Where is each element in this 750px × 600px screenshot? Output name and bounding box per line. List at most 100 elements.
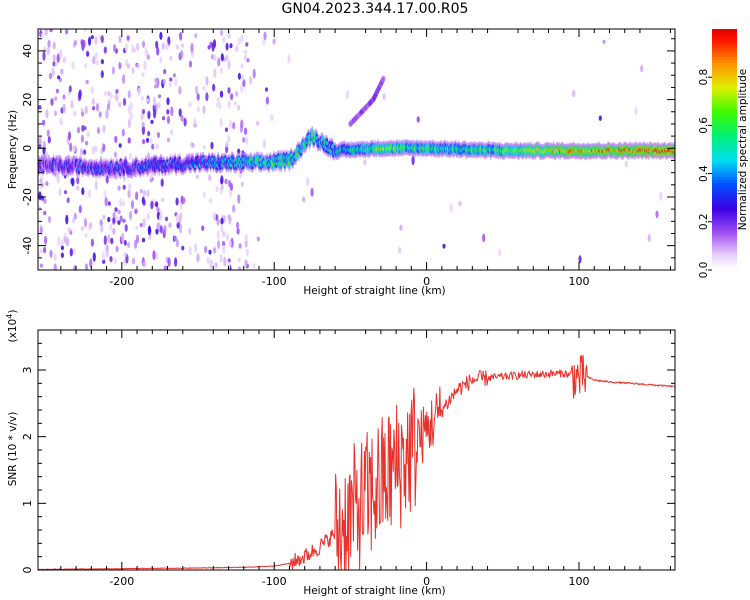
colorbar-segment [712,227,737,232]
noise-speckle [55,61,59,67]
colorbar-segment [712,209,737,214]
noise-speckle [216,218,220,226]
noise-speckle [89,222,93,229]
colorbar-segment [712,164,737,169]
noise-speckle [131,67,135,74]
noise-speckle [60,245,64,251]
noise-speckle [100,35,104,44]
colorbar-segment [712,140,737,145]
noise-speckle [153,108,157,119]
noise-speckle [624,160,628,168]
noise-speckle [227,60,231,70]
noise-speckle [113,151,117,158]
noise-speckle [188,246,192,256]
noise-speckle [218,102,222,110]
noise-speckle [131,44,135,54]
noise-speckle [83,29,87,32]
noise-speckle [306,177,310,187]
noise-speckle [147,130,151,137]
noise-speckle [158,214,163,221]
noise-speckle [175,44,179,50]
noise-speckle [92,252,96,262]
colorbar-segment [712,158,737,163]
noise-speckle [119,215,123,222]
noise-speckle [146,212,150,221]
noise-speckle [45,181,49,187]
noise-speckle [219,90,224,98]
noise-speckle [60,252,64,258]
colorbar-segment [712,131,737,136]
noise-speckle [94,145,98,153]
noise-speckle [168,222,172,228]
noise-speckle [103,46,107,54]
noise-speckle [59,117,63,124]
noise-speckle [158,94,162,99]
colorbar-segment [712,107,737,111]
snr-x-tick-label: 0 [423,575,430,588]
colorbar-segment [712,224,737,229]
noise-speckle [71,217,76,224]
noise-speckle [302,196,306,203]
noise-speckle [142,218,146,228]
noise-speckle [219,117,223,128]
heatmap-y-tick-label: 0 [21,145,34,152]
noise-speckle [119,198,123,207]
noise-speckle [205,76,209,86]
heatmap-frame [37,28,676,271]
noise-speckle [170,106,174,117]
noise-speckle [127,189,131,199]
noise-speckle [70,99,74,109]
noise-speckle [240,63,244,69]
noise-speckle [123,239,127,246]
noise-speckle [244,127,248,136]
noise-speckle [240,119,244,128]
noise-speckle [220,183,224,191]
colorbar-label: Normalized spectral amplitude [737,69,749,230]
noise-speckle [50,98,54,106]
chart-title: GN04.2023.344.17.00.R05 [281,1,469,17]
noise-speckle [122,184,126,190]
heatmap-y-tick-label: 40 [21,44,34,58]
noise-speckle [102,259,106,264]
noise-speckle [139,188,143,194]
noise-speckle [141,72,145,78]
noise-speckle [146,189,150,197]
noise-speckle [106,103,111,111]
noise-speckle [126,63,131,69]
noise-speckle [222,230,226,237]
noise-speckle [156,46,160,56]
noise-speckle [135,191,139,201]
colorbar-segment [712,245,737,250]
noise-speckle [172,73,176,78]
noise-speckle [98,111,102,118]
noise-speckle [181,43,185,48]
colorbar-segment [712,266,737,271]
noise-speckle [126,35,130,41]
noise-speckle [147,110,151,120]
noise-speckle [230,93,234,101]
noise-speckle [175,238,179,248]
noise-speckle [39,248,44,254]
noise-speckle [216,97,220,103]
noise-speckle [95,59,99,66]
noise-speckle [53,263,57,270]
colorbar-segment [712,71,737,75]
noise-speckle [56,53,60,63]
noise-speckle [102,214,106,220]
branch-mark [381,75,386,82]
colorbar-segment [712,86,737,90]
noise-speckle [124,42,128,53]
noise-speckle [57,75,61,80]
noise-speckle [262,138,266,149]
noise-speckle [655,210,659,219]
noise-speckle [169,129,173,136]
noise-speckle [53,253,57,261]
snr-y-tick-label: 3 [21,367,34,374]
noise-speckle [256,121,260,126]
noise-speckle [191,142,195,148]
noise-speckle [121,232,125,243]
snr-y-tick-label: 2 [21,433,34,440]
noise-speckle [163,68,167,75]
noise-speckle [54,96,58,101]
noise-speckle [85,140,89,146]
